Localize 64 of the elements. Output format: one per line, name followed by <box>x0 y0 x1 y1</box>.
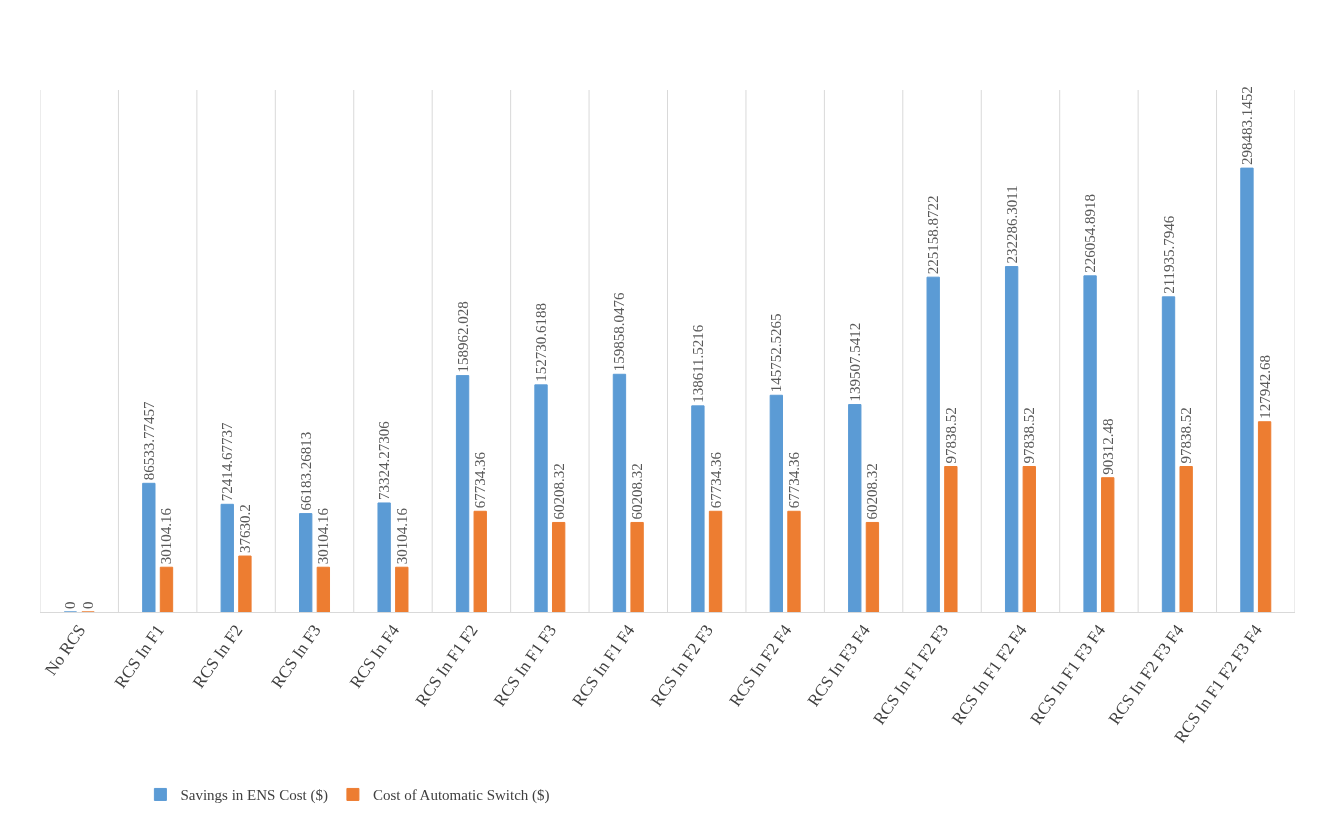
data-label: 138611.5216 <box>689 324 706 403</box>
bar <box>455 375 470 612</box>
bar <box>769 394 784 612</box>
data-label: 97838.52 <box>1021 407 1038 464</box>
bar <box>944 466 958 612</box>
data-label: 67734.36 <box>785 451 802 509</box>
data-label: 67734.36 <box>472 451 489 509</box>
data-label: 152730.6188 <box>533 303 550 382</box>
bar <box>1101 477 1115 612</box>
bar <box>473 510 487 612</box>
bar <box>220 503 234 612</box>
bar <box>1240 167 1254 612</box>
data-label: 211935.7946 <box>1160 215 1177 294</box>
bar <box>691 405 705 612</box>
data-label: 60208.32 <box>629 463 646 520</box>
bar <box>238 555 252 612</box>
bar <box>395 566 409 612</box>
data-label: 298483.1452 <box>1238 86 1255 166</box>
bar <box>551 521 566 612</box>
bar <box>1257 421 1272 612</box>
data-label: 90312.48 <box>1099 418 1116 475</box>
data-label: 60208.32 <box>864 463 881 520</box>
bar <box>708 510 723 612</box>
data-label: 158962.028 <box>454 301 471 373</box>
legend-label: Cost of Automatic Switch ($) <box>372 787 550 805</box>
data-label: 0 <box>80 601 97 609</box>
bar <box>1161 296 1176 612</box>
data-label: 73324.27306 <box>376 420 393 500</box>
data-label: 66183.26813 <box>297 431 314 511</box>
data-label: 97838.52 <box>1178 407 1195 464</box>
data-label: 30104.16 <box>393 507 410 565</box>
data-label: 30104.16 <box>315 507 332 565</box>
data-label: 226054.8918 <box>1082 194 1099 273</box>
data-label: 86533.77457 <box>140 401 157 481</box>
bar <box>865 521 880 612</box>
data-label: 67734.36 <box>707 451 724 509</box>
data-label: 225158.8722 <box>925 195 942 275</box>
bar <box>299 513 313 612</box>
bar <box>1022 466 1036 612</box>
bar <box>848 404 862 612</box>
bar <box>1179 466 1193 612</box>
data-label: 159858.0476 <box>611 292 628 372</box>
bar <box>926 276 940 612</box>
data-label: 30104.16 <box>158 507 175 565</box>
data-label: 127942.68 <box>1256 354 1273 419</box>
bar <box>142 482 156 612</box>
bar <box>534 384 548 612</box>
data-label: 145752.5265 <box>768 313 785 393</box>
data-label: 139507.5412 <box>846 322 863 402</box>
bar <box>787 510 801 612</box>
data-label: 0 <box>62 601 79 609</box>
bar <box>612 373 627 612</box>
bar <box>1083 275 1097 612</box>
data-label: 60208.32 <box>550 463 567 520</box>
bar <box>1004 266 1019 612</box>
bar <box>159 566 174 612</box>
legend-label: Savings in ENS Cost ($) <box>180 787 328 805</box>
data-label: 97838.52 <box>942 407 959 464</box>
data-label: 232286.3011 <box>1003 185 1020 264</box>
bar <box>377 502 391 612</box>
bar <box>316 566 331 612</box>
data-label: 72414.67737 <box>219 422 236 502</box>
data-label: 37630.2 <box>236 504 253 554</box>
bar <box>630 521 644 612</box>
